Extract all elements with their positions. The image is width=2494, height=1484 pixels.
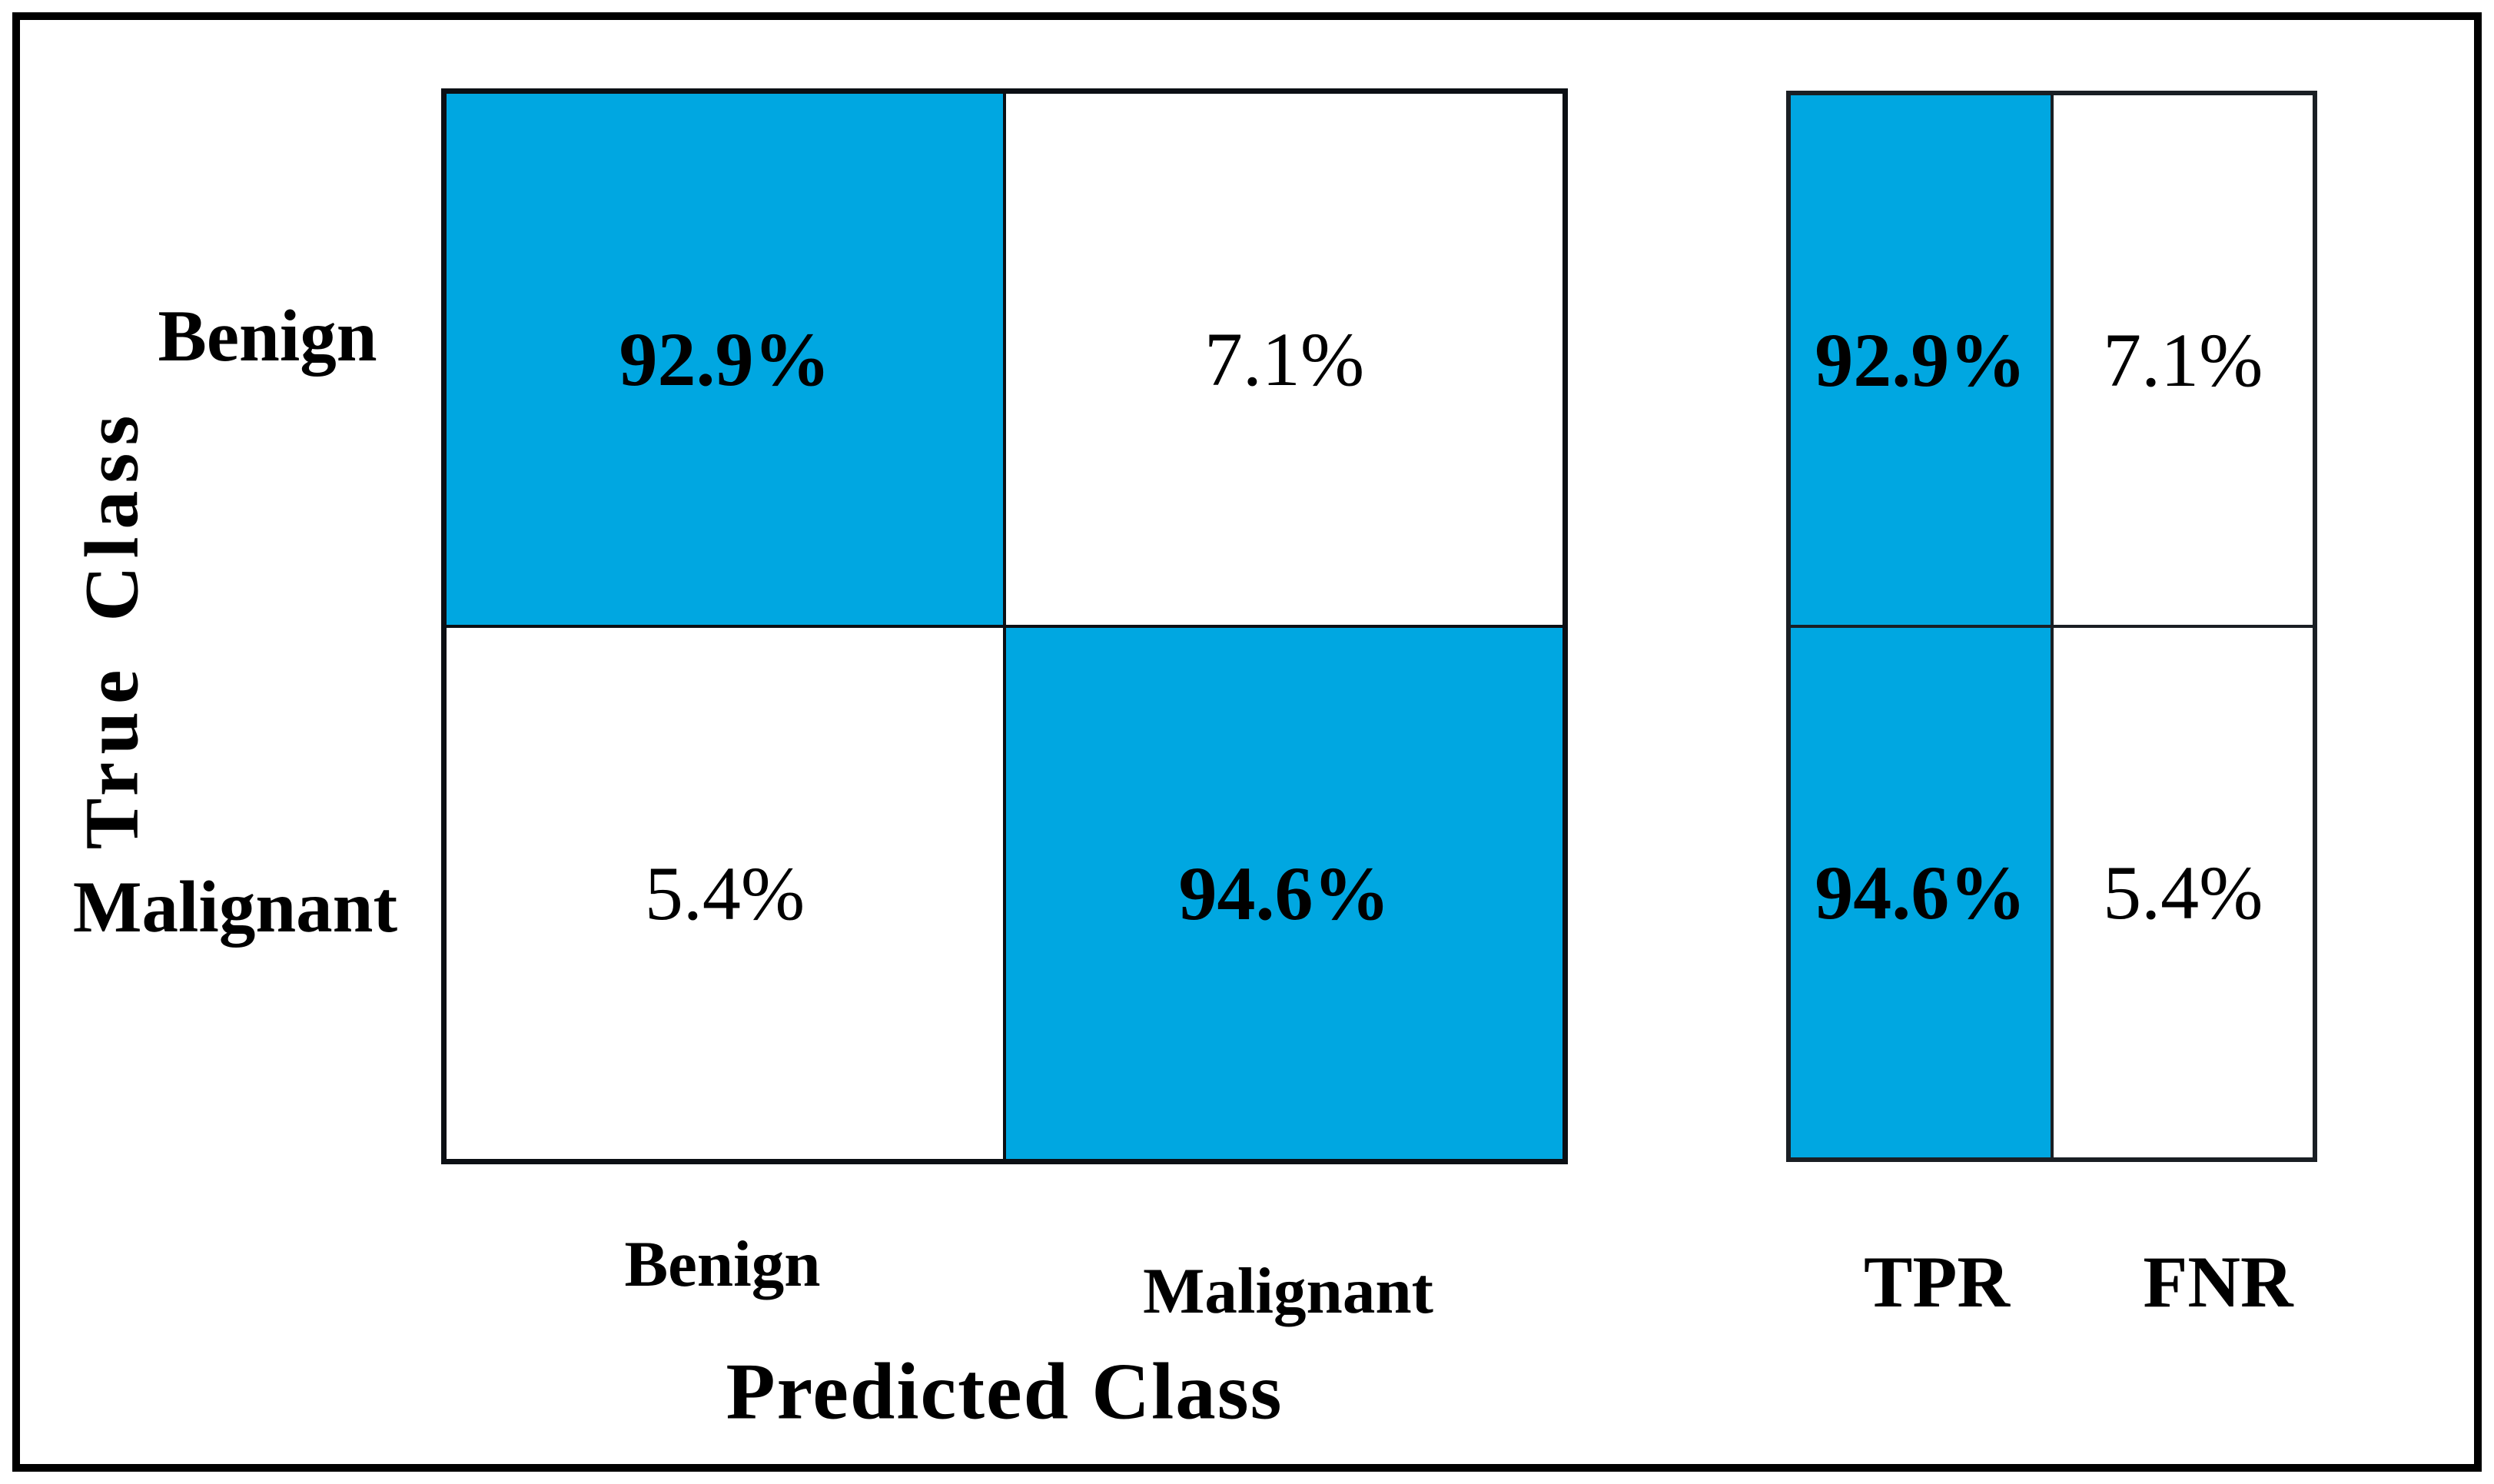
col-tick-label-benign: Benign: [624, 1228, 821, 1300]
row-tick-label-malignant: Malignant: [72, 866, 398, 948]
matrix-cell-true-benign-pred-benign: 92.9%: [445, 92, 1005, 626]
row-tick-label-benign: Benign: [158, 295, 377, 377]
summary-panel: 92.9% 7.1% 94.6% 5.4%: [1786, 91, 2317, 1162]
x-axis-title: Predicted Class: [726, 1346, 1284, 1436]
tpr-column-label: TPR: [1864, 1241, 2010, 1323]
summary-cell-benign-fnr: 7.1%: [2051, 94, 2314, 626]
col-tick-label-malignant: Malignant: [1143, 1255, 1433, 1327]
matrix-cell-true-malignant-pred-malignant: 94.6%: [1005, 626, 1564, 1160]
matrix-cell-true-benign-pred-malignant: 7.1%: [1005, 92, 1564, 626]
summary-cell-malignant-tpr: 94.6%: [1789, 626, 2052, 1159]
summary-cell-malignant-fnr: 5.4%: [2051, 626, 2314, 1159]
matrix-cell-true-malignant-pred-benign: 5.4%: [445, 626, 1005, 1160]
y-axis-title: True Class: [68, 407, 154, 850]
summary-cell-benign-tpr: 92.9%: [1789, 94, 2052, 626]
confusion-matrix: 92.9% 7.1% 5.4% 94.6%: [441, 88, 1568, 1164]
fnr-column-label: FNR: [2143, 1241, 2293, 1323]
